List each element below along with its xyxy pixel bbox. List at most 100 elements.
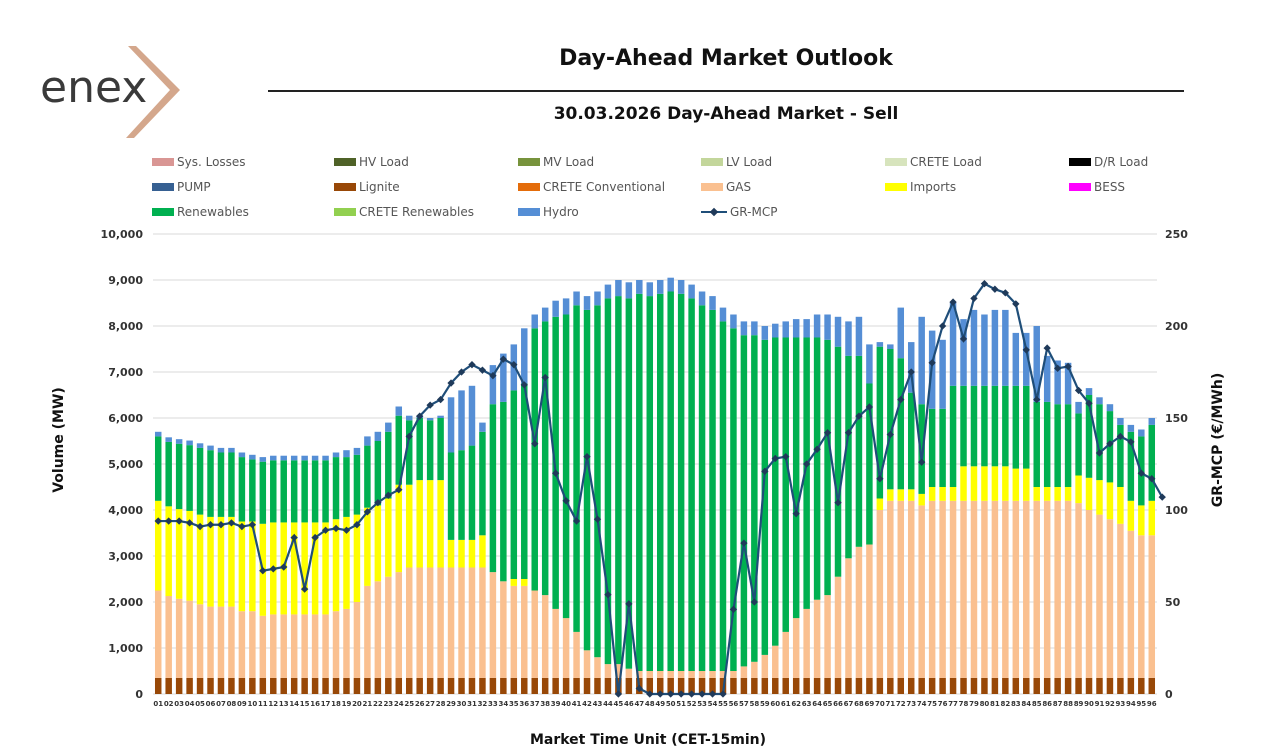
- x-tick-label: 46: [624, 700, 634, 708]
- bar-segment-gas: [615, 664, 622, 678]
- bar-segment-imports: [343, 516, 350, 609]
- x-tick-label: 78: [959, 700, 969, 708]
- mcp-point: [520, 381, 528, 389]
- bar-segment-imports: [186, 510, 193, 601]
- x-tick-label: 86: [1042, 700, 1052, 708]
- bar-segment-hydro: [1106, 404, 1114, 412]
- bar-segment-imports: [249, 521, 256, 612]
- bar-segment-renewables: [949, 385, 957, 487]
- bar-segment-renewables: [332, 457, 340, 520]
- bar-segment-gas: [656, 671, 664, 678]
- y2-axis-label: GR-MCP (€/MWh): [1210, 373, 1226, 507]
- bar-segment-imports: [1106, 482, 1114, 520]
- bar-segment-renewables: [196, 447, 204, 515]
- bar-segment-hydro: [238, 452, 246, 458]
- x-tick-label: 22: [373, 700, 383, 708]
- y2-tick-label: 200: [1165, 320, 1188, 333]
- bar-segment-lignite: [259, 677, 267, 694]
- mcp-point: [416, 412, 424, 420]
- bar-segment-renewables: [217, 452, 225, 517]
- bar-segment-lignite: [876, 677, 884, 694]
- bar-segment-hydro: [426, 418, 434, 421]
- bar-segment-lignite: [981, 677, 988, 694]
- y-tick-label: 0: [135, 688, 143, 701]
- bar-segment-hydro: [489, 365, 497, 405]
- legend-swatch: [152, 183, 174, 191]
- bar-segment-renewables: [761, 339, 769, 655]
- bar-segment-imports: [897, 489, 905, 501]
- bar-segment-imports: [1054, 487, 1061, 501]
- mcp-point: [949, 298, 957, 306]
- x-tick-label: 51: [676, 700, 686, 708]
- bar-segment-lignite: [290, 677, 298, 694]
- x-tick-label: 33: [488, 700, 498, 708]
- mcp-point: [782, 452, 790, 461]
- bar-segment-hydro: [343, 450, 350, 458]
- x-tick-label: 71: [885, 700, 895, 708]
- legend-item-d-r-load: D/R Load: [1069, 155, 1148, 169]
- bar-segment-lignite: [332, 677, 340, 694]
- mcp-point: [593, 515, 602, 523]
- x-tick-label: 09: [237, 700, 247, 708]
- bar-segment-renewables: [479, 431, 486, 536]
- bar-segment-gas: [385, 576, 392, 678]
- bar-segment-gas: [960, 500, 967, 678]
- bar-segment-renewables: [813, 337, 821, 600]
- x-tick-label: 13: [279, 700, 289, 708]
- bar-segment-hydro: [698, 291, 706, 306]
- legend-item-crete-conventional: CRETE Conventional: [518, 180, 665, 194]
- mcp-point: [876, 475, 884, 483]
- x-tick-label: 23: [383, 700, 393, 708]
- x-tick-label: 14: [289, 700, 299, 708]
- bar-segment-lignite: [667, 677, 674, 694]
- bar-segment-lignite: [897, 677, 905, 694]
- x-tick-label: 37: [530, 700, 540, 708]
- legend-label: CRETE Conventional: [543, 180, 666, 194]
- x-tick-label: 21: [363, 700, 373, 708]
- bar-segment-hydro: [949, 303, 957, 386]
- bar-segment-hydro: [280, 455, 287, 461]
- bar-segment-imports: [939, 487, 946, 501]
- legend-item-mv-load: MV Load: [518, 155, 594, 169]
- bar-segment-renewables: [364, 445, 371, 508]
- mcp-point: [311, 533, 319, 542]
- bar-segment-renewables: [667, 291, 674, 671]
- mcp-point: [478, 366, 487, 374]
- mcp-point: [844, 429, 853, 437]
- bar-segment-lignite: [887, 677, 894, 694]
- bar-segment-lignite: [792, 677, 800, 694]
- x-tick-label: 19: [342, 700, 352, 708]
- bar-segment-hydro: [677, 280, 685, 294]
- bar-segment-gas: [1148, 535, 1156, 678]
- x-tick-label: 40: [561, 700, 571, 708]
- bar-segment-imports: [510, 579, 518, 586]
- bar-segment-hydro: [981, 314, 988, 386]
- bar-segment-lignite: [855, 677, 863, 694]
- x-tick-label: 70: [875, 700, 885, 708]
- bar-segment-renewables: [468, 445, 476, 540]
- x-tick-label: 03: [174, 700, 184, 708]
- x-tick-label: 75: [927, 700, 937, 708]
- bar-segment-imports: [217, 516, 225, 607]
- bar-segment-lignite: [385, 677, 392, 694]
- mcp-point: [499, 355, 508, 363]
- bar-segment-renewables: [1085, 395, 1093, 478]
- bar-segment-imports: [1033, 487, 1040, 501]
- x-tick-label: 28: [436, 700, 446, 708]
- mcp-point: [907, 368, 915, 376]
- x-tick-label: 55: [718, 700, 728, 708]
- bar-segment-hydro: [270, 455, 277, 461]
- bar-segment-gas: [343, 608, 350, 678]
- bar-segment-hydro: [311, 455, 319, 461]
- mcp-point: [834, 498, 842, 507]
- bar-segment-imports: [1148, 500, 1156, 536]
- bar-segment-gas: [845, 558, 852, 678]
- bar-segment-lignite: [238, 677, 246, 694]
- bar-segment-renewables: [395, 415, 403, 485]
- bar-segment-imports: [353, 514, 361, 602]
- x-tick-label: 32: [478, 700, 488, 708]
- x-tick-label: 79: [969, 700, 979, 708]
- bar-segment-lignite: [740, 677, 748, 694]
- x-tick-label: 91: [1095, 700, 1105, 708]
